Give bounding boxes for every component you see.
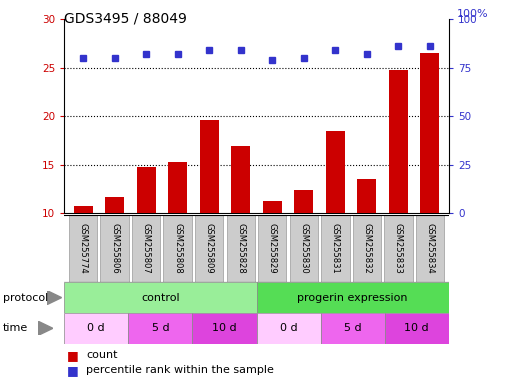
Bar [326, 131, 345, 310]
Bar [358, 179, 377, 310]
Text: 5 d: 5 d [151, 323, 169, 333]
Text: percentile rank within the sample: percentile rank within the sample [86, 366, 274, 376]
Text: GSM255831: GSM255831 [331, 223, 340, 274]
Bar [384, 215, 412, 282]
Text: GSM255828: GSM255828 [236, 223, 245, 274]
Text: 100%: 100% [457, 9, 488, 19]
Bar [321, 215, 349, 282]
Text: GSM255808: GSM255808 [173, 223, 182, 274]
Text: ■: ■ [67, 364, 78, 377]
Bar [227, 215, 255, 282]
Bar [321, 313, 385, 344]
Text: GSM255774: GSM255774 [78, 223, 88, 274]
Text: 0 d: 0 d [87, 323, 105, 333]
Text: GDS3495 / 88049: GDS3495 / 88049 [64, 12, 187, 25]
Bar [421, 53, 440, 310]
Bar [256, 313, 321, 344]
Text: GSM255807: GSM255807 [142, 223, 151, 274]
Bar [101, 215, 129, 282]
Bar [290, 215, 318, 282]
Text: 10 d: 10 d [212, 323, 237, 333]
Bar [136, 167, 155, 310]
Text: 5 d: 5 d [344, 323, 362, 333]
Bar [231, 146, 250, 310]
Bar [256, 282, 449, 313]
Bar [294, 190, 313, 310]
Text: count: count [86, 350, 117, 360]
Bar [128, 313, 192, 344]
Bar [416, 215, 444, 282]
Bar [164, 215, 192, 282]
Bar [353, 215, 381, 282]
Bar [168, 162, 187, 310]
Bar [200, 120, 219, 310]
Text: GSM255809: GSM255809 [205, 223, 214, 274]
Polygon shape [47, 291, 62, 305]
Polygon shape [38, 321, 53, 335]
Bar [192, 313, 256, 344]
Bar [105, 197, 124, 310]
Text: GSM255830: GSM255830 [299, 223, 308, 274]
Text: protocol: protocol [3, 293, 48, 303]
Bar [73, 206, 92, 310]
Bar [132, 215, 161, 282]
Bar [195, 215, 223, 282]
Text: 10 d: 10 d [404, 323, 429, 333]
Text: control: control [141, 293, 180, 303]
Bar [69, 215, 97, 282]
Bar [263, 202, 282, 310]
Text: GSM255829: GSM255829 [268, 223, 277, 274]
Text: ■: ■ [67, 349, 78, 362]
Text: GSM255834: GSM255834 [425, 223, 435, 274]
Text: progerin expression: progerin expression [298, 293, 408, 303]
Bar [64, 313, 128, 344]
Bar [385, 313, 449, 344]
Bar [258, 215, 286, 282]
Text: GSM255833: GSM255833 [394, 223, 403, 274]
Text: time: time [3, 323, 28, 333]
Text: 0 d: 0 d [280, 323, 298, 333]
Text: GSM255832: GSM255832 [362, 223, 371, 274]
Text: GSM255806: GSM255806 [110, 223, 119, 274]
Bar [64, 282, 256, 313]
Bar [389, 70, 408, 310]
